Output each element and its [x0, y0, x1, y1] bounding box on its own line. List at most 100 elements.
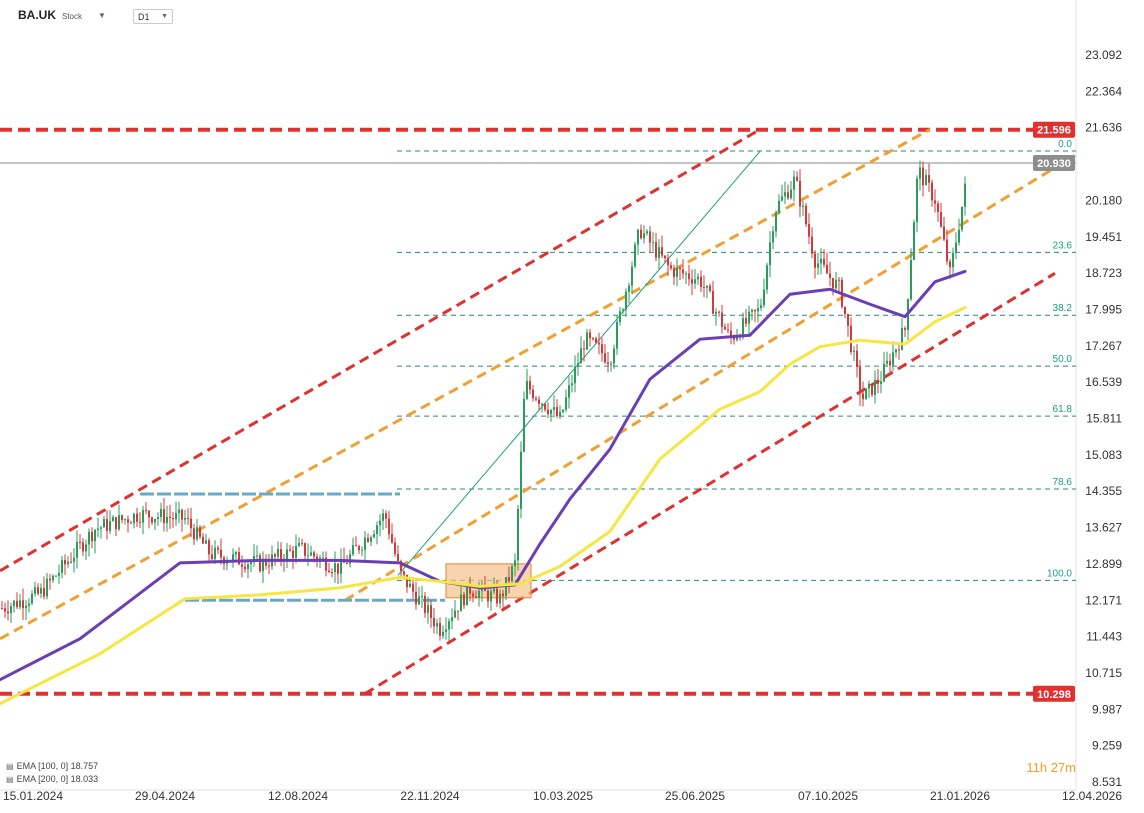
- timeframe-value: D1: [138, 11, 150, 22]
- candle-body: [766, 265, 768, 290]
- x-tick-label: 12.04.2026: [1062, 789, 1122, 803]
- candle-body: [805, 205, 807, 225]
- candle-body: [799, 180, 801, 207]
- y-tick-label: 17.267: [1085, 339, 1122, 353]
- candle-body: [955, 242, 957, 253]
- fib-level-label: 100.0: [1047, 568, 1072, 579]
- candle-body: [154, 519, 156, 523]
- y-tick-label: 15.083: [1085, 448, 1122, 462]
- candle-body: [340, 558, 342, 574]
- candle-body: [715, 311, 717, 314]
- candle-body: [220, 549, 222, 558]
- candle-countdown: 11h 27m: [1026, 760, 1076, 775]
- candle-body: [913, 222, 915, 260]
- candle-body: [475, 596, 477, 598]
- candle-body: [466, 584, 468, 606]
- candle-body: [709, 285, 711, 291]
- candle-body: [439, 623, 441, 636]
- candle-body: [265, 558, 267, 566]
- candle-body: [622, 309, 624, 312]
- candle-body: [172, 517, 174, 520]
- candle-body: [583, 348, 585, 350]
- candle-body: [727, 329, 729, 331]
- candle-body: [832, 277, 834, 289]
- timeframe-select[interactable]: D1 ▼: [133, 9, 173, 24]
- candle-body: [433, 617, 435, 627]
- candle-body: [94, 529, 96, 542]
- legend-ema-100[interactable]: ▤ EMA [100, 0] 18.757: [6, 761, 98, 771]
- candle-body: [217, 547, 219, 550]
- candle-body: [496, 588, 498, 604]
- candle-body: [412, 583, 414, 592]
- candle-body: [898, 349, 900, 351]
- candle-body: [460, 594, 462, 612]
- candle-body: [556, 407, 558, 417]
- candle-body: [565, 397, 567, 410]
- candle-body: [544, 403, 546, 410]
- candle-body: [802, 205, 804, 207]
- candle-body: [184, 517, 186, 520]
- y-tick-label: 19.451: [1085, 230, 1122, 244]
- candle-body: [901, 328, 903, 350]
- ema-line: [0, 306, 967, 706]
- candle-body: [517, 508, 519, 561]
- candle-body: [775, 212, 777, 232]
- candle-body: [628, 285, 630, 292]
- legend-ema-200[interactable]: ▤ EMA [200, 0] 18.033: [6, 774, 98, 784]
- candle-body: [361, 549, 363, 551]
- candle-body: [103, 518, 105, 528]
- candle-body: [718, 311, 720, 313]
- candle-body: [676, 267, 678, 277]
- candle-body: [910, 259, 912, 300]
- candle-body: [148, 510, 150, 518]
- candle-body: [619, 311, 621, 322]
- candle-body: [145, 510, 147, 512]
- candle-body: [136, 513, 138, 522]
- candle-body: [415, 591, 417, 605]
- candle-body: [436, 623, 438, 627]
- candle-body: [859, 367, 861, 394]
- candle-body: [349, 554, 351, 564]
- candle-body: [760, 305, 762, 309]
- candle-body: [703, 287, 705, 289]
- candle-body: [691, 279, 693, 284]
- candle-body: [199, 527, 201, 537]
- candle-body: [325, 557, 327, 571]
- candle-body: [88, 531, 90, 545]
- candle-body: [463, 594, 465, 606]
- candle-body: [442, 631, 444, 636]
- candle-body: [553, 407, 555, 410]
- candle-body: [469, 584, 471, 594]
- candle-body: [304, 543, 306, 556]
- candle-body: [76, 541, 78, 558]
- price-label: 21.596: [1037, 125, 1071, 137]
- candle-body: [532, 389, 534, 399]
- candle-body: [16, 600, 18, 608]
- candle-body: [1, 608, 3, 610]
- candle-body: [49, 578, 51, 581]
- candle-body: [571, 383, 573, 386]
- candle-body: [457, 610, 459, 612]
- candle-body: [616, 321, 618, 349]
- candle-body: [43, 587, 45, 597]
- y-tick-label: 10.715: [1085, 666, 1122, 680]
- candle-body: [253, 555, 255, 563]
- symbol-dropdown-icon[interactable]: ▼: [98, 10, 106, 20]
- candle-body: [853, 350, 855, 353]
- candle-body: [310, 552, 312, 556]
- candle-body: [667, 258, 669, 266]
- candle-body: [796, 176, 798, 181]
- candle-body: [958, 229, 960, 243]
- trend-channel-line: [0, 128, 761, 573]
- fib-level-label: 78.6: [1053, 477, 1073, 488]
- y-tick-label: 15.811: [1086, 412, 1122, 426]
- y-tick-label: 13.627: [1085, 521, 1122, 535]
- candle-body: [625, 291, 627, 310]
- candle-body: [637, 229, 639, 245]
- candle-body: [886, 360, 888, 364]
- candle-body: [397, 553, 399, 561]
- candle-body: [430, 605, 432, 618]
- candle-body: [607, 362, 609, 364]
- symbol-label[interactable]: BA.UK: [18, 8, 56, 22]
